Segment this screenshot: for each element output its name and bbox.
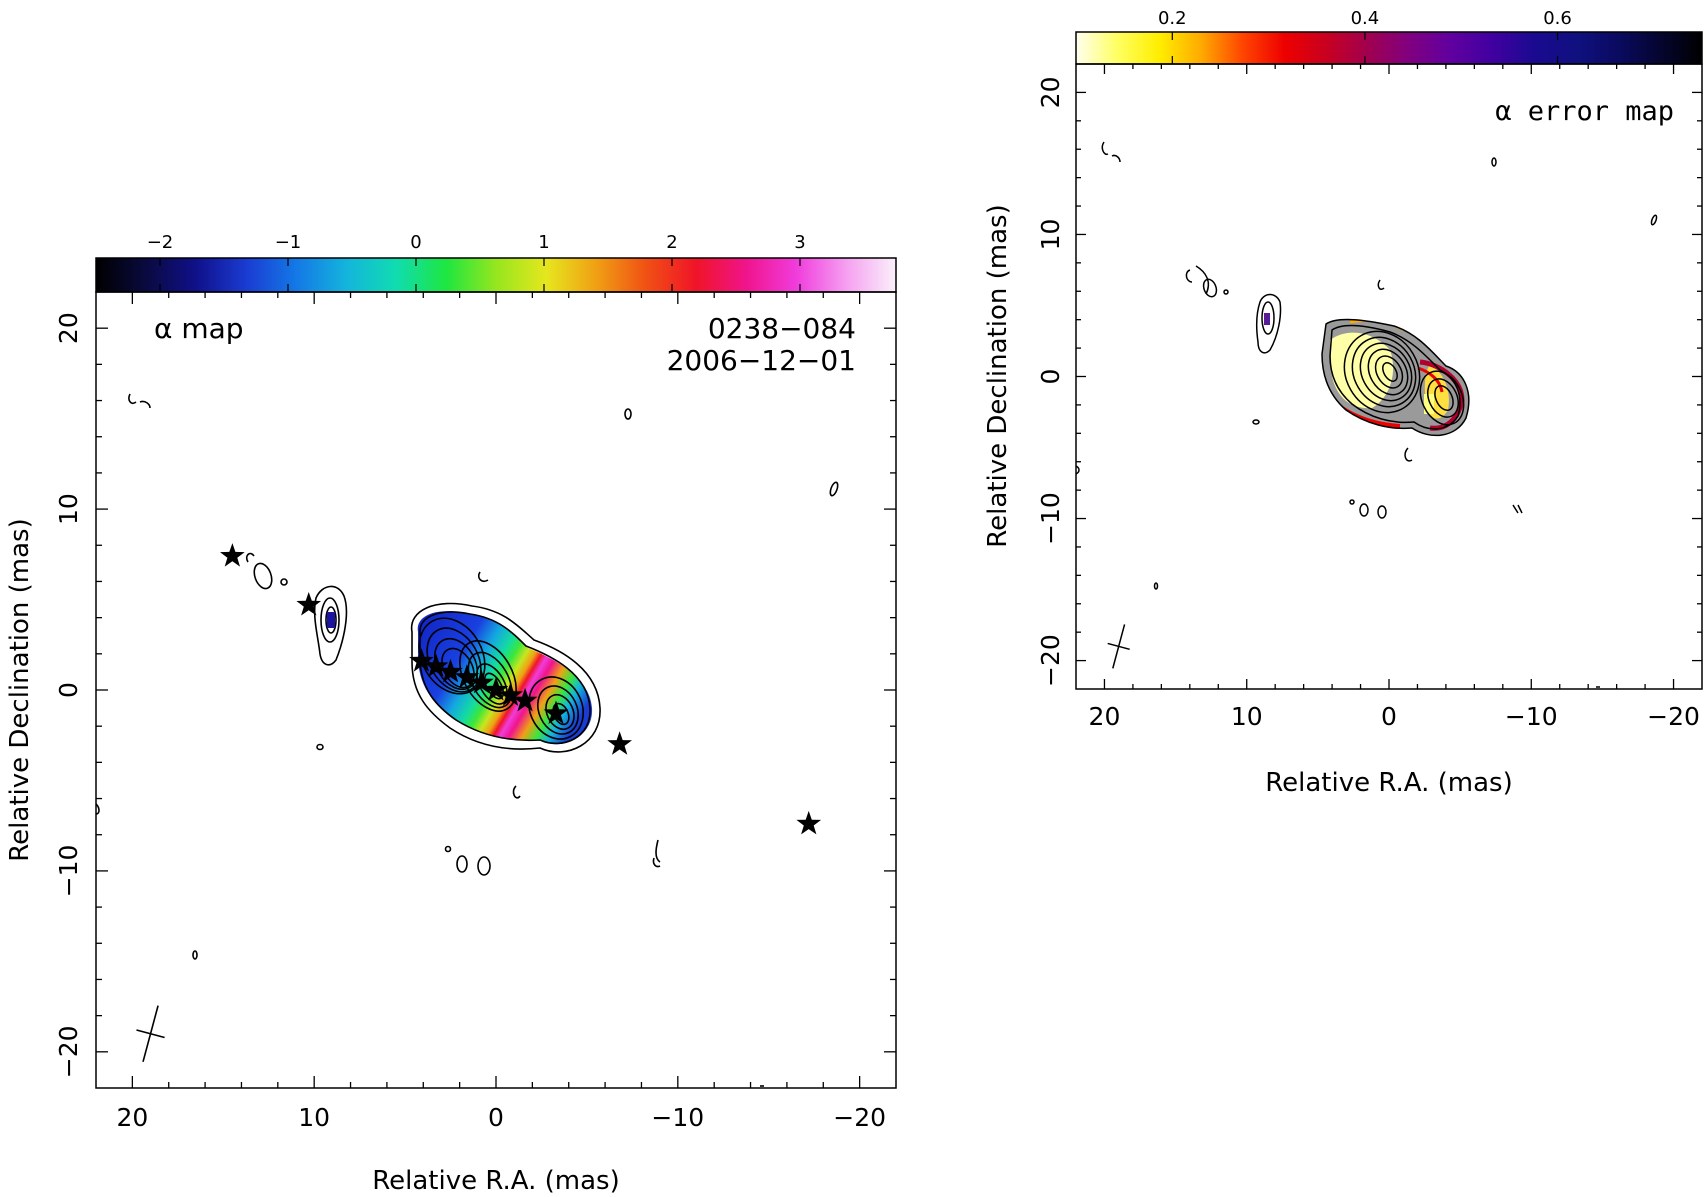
colorbar-tick-label: 0.4 [1351, 8, 1380, 29]
x-tick-label: −20 [833, 1103, 886, 1132]
x-tick-label: −10 [1505, 702, 1558, 731]
x-tick-label: 10 [298, 1103, 330, 1132]
alpha-map-axes: 20 10 0 −10 −20 20 10 0 −10 −20 [54, 292, 896, 1132]
colorbar-tick-label: 1 [538, 232, 549, 253]
alpha-map-xlabel: Relative R.A. (mas) [372, 1166, 619, 1196]
alpha-colorbar [95, 257, 897, 293]
component-star [409, 648, 434, 672]
colorbar-tick-label: −1 [275, 232, 302, 253]
alpha-colorbar-ticks: −2 −1 0 1 2 3 [147, 232, 806, 292]
y-tick-label: 20 [54, 312, 83, 344]
component-star [220, 543, 245, 567]
colorbar-tick-label: −2 [147, 232, 174, 253]
alpha-error-map-axes: 20 10 0 −10 −20 20 10 0 −10 −20 [1036, 64, 1702, 731]
y-tick-label: −20 [1036, 634, 1065, 687]
x-tick-label: 0 [488, 1103, 504, 1132]
component-star [498, 682, 523, 706]
source-name: 0238−084 [708, 312, 856, 345]
y-tick-label: 0 [54, 682, 83, 698]
colorbar-tick-label: 2 [666, 232, 677, 253]
x-tick-label: 20 [116, 1103, 148, 1132]
alpha-map-ylabel: Relative Declination (mas) [5, 518, 35, 861]
component-star [512, 687, 538, 712]
alpha-error-map-title: α error map [1495, 96, 1674, 127]
beam-marker [136, 1005, 165, 1063]
error-map-contours [1076, 141, 1658, 688]
component-star [796, 810, 822, 835]
observation-date: 2006−12−01 [667, 344, 856, 377]
colorbar-tick-label: 0 [410, 232, 421, 253]
colorbar-tick-label: 0.6 [1543, 8, 1572, 29]
beam-minor-axis [1107, 642, 1130, 651]
alpha-map-title: α map [154, 312, 244, 345]
component-star [483, 677, 509, 701]
y-tick-label: −10 [1036, 492, 1065, 545]
alpha-error-map-xlabel: Relative R.A. (mas) [1265, 768, 1512, 798]
alpha-error-map-panel: 0.2 0.4 0.6 [983, 8, 1703, 798]
alpha-error-map-ylabel: Relative Declination (mas) [983, 204, 1013, 547]
y-tick-label: 20 [1036, 77, 1065, 109]
x-tick-label: 0 [1381, 702, 1397, 731]
component-star [454, 664, 480, 688]
x-tick-label: 20 [1089, 702, 1121, 731]
beam-minor-axis [136, 1029, 165, 1039]
y-tick-label: 10 [1036, 219, 1065, 251]
component-star [469, 669, 494, 694]
colorbar-tick-label: 3 [794, 232, 805, 253]
y-tick-label: −10 [54, 845, 83, 898]
alpha-error-colorbar [1075, 31, 1703, 65]
x-tick-label: 10 [1231, 702, 1263, 731]
intensity-contours [96, 393, 839, 1087]
component-star [607, 731, 632, 755]
y-tick-label: −20 [54, 1025, 83, 1078]
colorbar-tick-label: 0.2 [1158, 8, 1187, 29]
y-tick-label: 0 [1036, 369, 1065, 385]
component-star [543, 700, 569, 724]
alpha-error-colorbar-ticks: 0.2 0.4 0.6 [1158, 8, 1572, 64]
x-tick-label: −10 [651, 1103, 704, 1132]
component-star [438, 658, 463, 683]
component-stars [220, 543, 822, 835]
component-star [296, 592, 322, 616]
component-star [423, 653, 449, 677]
x-tick-label: −20 [1647, 702, 1700, 731]
y-tick-label: 10 [54, 493, 83, 525]
alpha-map-panel: −2 −1 0 1 2 3 [5, 232, 897, 1196]
beam-marker [1107, 624, 1130, 669]
